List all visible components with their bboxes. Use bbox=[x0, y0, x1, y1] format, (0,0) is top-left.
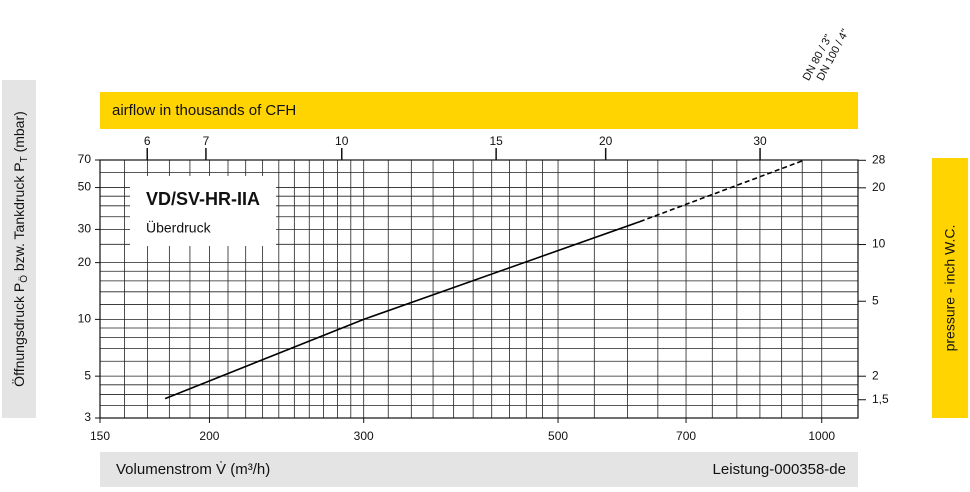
y-label-band bbox=[2, 80, 36, 418]
chart-subtitle: Überdruck bbox=[146, 219, 212, 236]
y-tick-label: 20 bbox=[78, 255, 92, 269]
y-label-sub: Ö bbox=[18, 275, 30, 283]
y-axis-label: Öffnungsdruck PÖ bzw. Tankdruck PT (mbar… bbox=[10, 111, 30, 387]
y2-tick-label: 2 bbox=[872, 368, 879, 382]
y-label-part: (mbar) bbox=[11, 111, 27, 156]
x2-tick-label: 30 bbox=[753, 134, 767, 148]
y-tick-label: 30 bbox=[78, 222, 92, 236]
x-tick-label: 200 bbox=[199, 429, 219, 443]
x-label-band bbox=[100, 452, 858, 487]
y2-tick-label: 1,5 bbox=[872, 392, 889, 406]
y-label-part: bzw. Tankdruck P bbox=[11, 162, 27, 275]
y-tick-label: 50 bbox=[78, 180, 92, 194]
x-tick-label: 150 bbox=[90, 429, 110, 443]
x2-tick-label: 7 bbox=[203, 134, 210, 148]
x2-axis-label: airflow in thousands of CFH bbox=[112, 102, 296, 119]
footer: Leistung-000358-de bbox=[713, 461, 846, 478]
x2-tick-label: 6 bbox=[144, 134, 151, 148]
y2-tick-label: 28 bbox=[872, 152, 886, 166]
y-label-part: Öffnungsdruck P bbox=[10, 283, 27, 387]
x-axis-label: Volumenstrom V̇ (m³/h) bbox=[116, 461, 270, 478]
y2-tick-label: 10 bbox=[872, 237, 886, 251]
y2-tick-label: 20 bbox=[872, 180, 886, 194]
x-tick-label: 500 bbox=[548, 429, 568, 443]
y2-label-band bbox=[932, 158, 968, 418]
x2-label-band bbox=[100, 92, 858, 129]
y-tick-label: 3 bbox=[84, 410, 91, 424]
x2-tick-label: 20 bbox=[599, 134, 613, 148]
y-tick-label: 5 bbox=[84, 368, 91, 382]
y2-axis-label: pressure - inch W.C. bbox=[942, 225, 958, 352]
x2-tick-label: 10 bbox=[335, 134, 349, 148]
y-tick-label: 70 bbox=[78, 152, 92, 166]
y2-tick-label: 5 bbox=[872, 293, 879, 307]
y-label-sub: T bbox=[19, 156, 30, 162]
x-tick-label: 700 bbox=[676, 429, 696, 443]
series-line bbox=[639, 159, 805, 223]
x2-tick-label: 15 bbox=[489, 134, 503, 148]
y-tick-label: 10 bbox=[78, 312, 92, 326]
chart-title: VD/SV-HR-IIA bbox=[146, 189, 260, 209]
title-box bbox=[130, 176, 276, 246]
series-line bbox=[164, 220, 641, 400]
x-tick-label: 300 bbox=[354, 429, 374, 443]
plot-frame bbox=[99, 159, 859, 419]
x-tick-label: 1000 bbox=[808, 429, 835, 443]
